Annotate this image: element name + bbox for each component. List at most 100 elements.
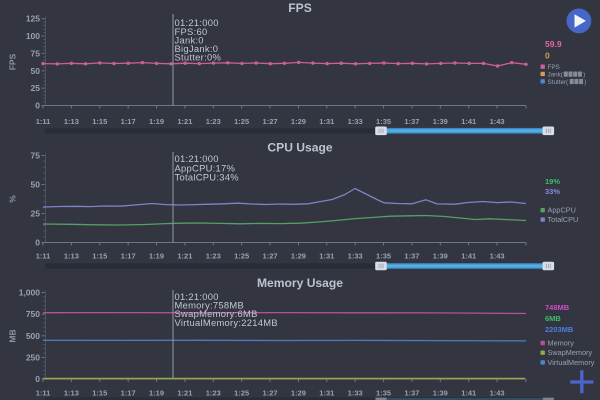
svg-text:1:43: 1:43 [490,251,505,260]
svg-text:748MB: 748MB [545,303,570,312]
svg-text:Stutter(: Stutter( [548,79,570,86]
svg-text:1:35: 1:35 [376,389,391,398]
svg-text:1,000: 1,000 [19,288,41,298]
svg-text:1:39: 1:39 [433,389,448,398]
svg-text:01:21:000: 01:21:000 [175,153,219,164]
svg-text:1:37: 1:37 [404,251,419,260]
svg-text:1:13: 1:13 [64,117,79,126]
svg-text:25: 25 [31,209,41,219]
svg-text:1:35: 1:35 [376,117,391,126]
svg-text:33%: 33% [545,187,560,196]
svg-text:1:29: 1:29 [291,251,306,260]
svg-text:SwapMemory: SwapMemory [548,348,593,357]
svg-text:100: 100 [26,31,40,41]
svg-text:1:11: 1:11 [36,117,51,126]
svg-text:1:33: 1:33 [348,251,363,260]
svg-text:1:25: 1:25 [234,117,249,126]
svg-text:1:11: 1:11 [36,389,51,398]
svg-text:FPS: FPS [8,53,18,70]
svg-text:1:13: 1:13 [64,251,79,260]
svg-text:1:25: 1:25 [234,389,249,398]
svg-text:AppCPU: AppCPU [548,206,576,215]
svg-text:1:15: 1:15 [92,251,107,260]
svg-text:1:29: 1:29 [291,117,306,126]
svg-text:0: 0 [35,101,40,111]
svg-text:0: 0 [545,51,550,61]
svg-text:01:21:000: 01:21:000 [175,291,219,302]
svg-text:1:39: 1:39 [433,251,448,260]
svg-text:0: 0 [35,238,40,248]
svg-text:750: 750 [26,309,40,319]
svg-text:75: 75 [31,151,41,161]
svg-text:BigJank:0: BigJank:0 [175,43,219,54]
svg-text:1:17: 1:17 [121,389,136,398]
svg-text:01:21:000: 01:21:000 [175,17,219,28]
svg-text:%: % [8,195,18,203]
svg-text:1:27: 1:27 [263,389,278,398]
svg-text:1:31: 1:31 [319,389,334,398]
svg-text:50: 50 [31,180,41,190]
svg-text:0: 0 [35,374,40,384]
svg-text:1:27: 1:27 [263,117,278,126]
svg-text:1:15: 1:15 [92,389,107,398]
svg-text:Stutter:0%: Stutter:0% [175,52,222,63]
svg-text:Jank(: Jank( [548,71,564,78]
svg-text:75: 75 [31,48,41,58]
svg-text:6MB: 6MB [545,314,561,323]
svg-text:19%: 19% [545,177,560,186]
svg-text:1:31: 1:31 [319,251,334,260]
svg-text:500: 500 [26,331,40,341]
svg-text:1:19: 1:19 [149,251,164,260]
svg-text:1:33: 1:33 [348,389,363,398]
svg-text:59.9: 59.9 [545,39,562,49]
svg-text:Jank:0: Jank:0 [175,34,204,45]
svg-text:1:37: 1:37 [404,389,419,398]
svg-text:1:41: 1:41 [461,389,476,398]
svg-text:1:17: 1:17 [121,251,136,260]
svg-text:1:21: 1:21 [177,389,192,398]
svg-text:1:17: 1:17 [121,117,136,126]
svg-text:FPS: FPS [548,64,560,71]
svg-text:1:23: 1:23 [206,251,221,260]
svg-text:1:21: 1:21 [177,117,192,126]
svg-text:1:15: 1:15 [92,117,107,126]
svg-text:VirtualMemory:2214MB: VirtualMemory:2214MB [175,317,278,328]
svg-text:1:31: 1:31 [319,117,334,126]
svg-text:1:13: 1:13 [64,389,79,398]
svg-text:1:19: 1:19 [149,389,164,398]
svg-text:1:37: 1:37 [404,117,419,126]
svg-text:25: 25 [31,83,41,93]
svg-text:SwapMemory:6MB: SwapMemory:6MB [175,308,258,319]
svg-text:CPU Usage: CPU Usage [267,141,332,155]
svg-text:1:23: 1:23 [206,117,221,126]
svg-text:1:21: 1:21 [177,251,192,260]
svg-text:1:35: 1:35 [376,251,391,260]
svg-text:Memory:758MB: Memory:758MB [175,300,245,311]
svg-text:TotalCPU:34%: TotalCPU:34% [175,172,239,183]
svg-text:1:41: 1:41 [461,117,476,126]
svg-text:): ) [584,79,586,86]
svg-text:1:43: 1:43 [490,117,505,126]
svg-text:AppCPU:17%: AppCPU:17% [175,162,236,173]
svg-text:1:41: 1:41 [461,251,476,260]
svg-text:250: 250 [26,352,40,362]
svg-text:50: 50 [31,66,41,76]
svg-text:1:33: 1:33 [348,117,363,126]
svg-text:FPS:60: FPS:60 [175,26,208,37]
svg-text:): ) [583,71,585,78]
svg-text:1:27: 1:27 [263,251,278,260]
svg-text:1:29: 1:29 [291,389,306,398]
svg-text:1:25: 1:25 [234,251,249,260]
svg-text:125: 125 [26,14,40,24]
svg-text:1:23: 1:23 [206,389,221,398]
svg-text:2203MB: 2203MB [545,325,574,334]
svg-text:MB: MB [8,329,18,342]
svg-text:1:43: 1:43 [490,389,505,398]
svg-text:FPS: FPS [288,1,312,15]
svg-text:VirtualMemory: VirtualMemory [548,358,595,367]
svg-text:Memory: Memory [548,339,575,348]
svg-text:1:11: 1:11 [36,251,51,260]
svg-text:TotalCPU: TotalCPU [548,215,579,224]
svg-text:Memory Usage: Memory Usage [257,276,343,290]
svg-text:1:39: 1:39 [433,117,448,126]
